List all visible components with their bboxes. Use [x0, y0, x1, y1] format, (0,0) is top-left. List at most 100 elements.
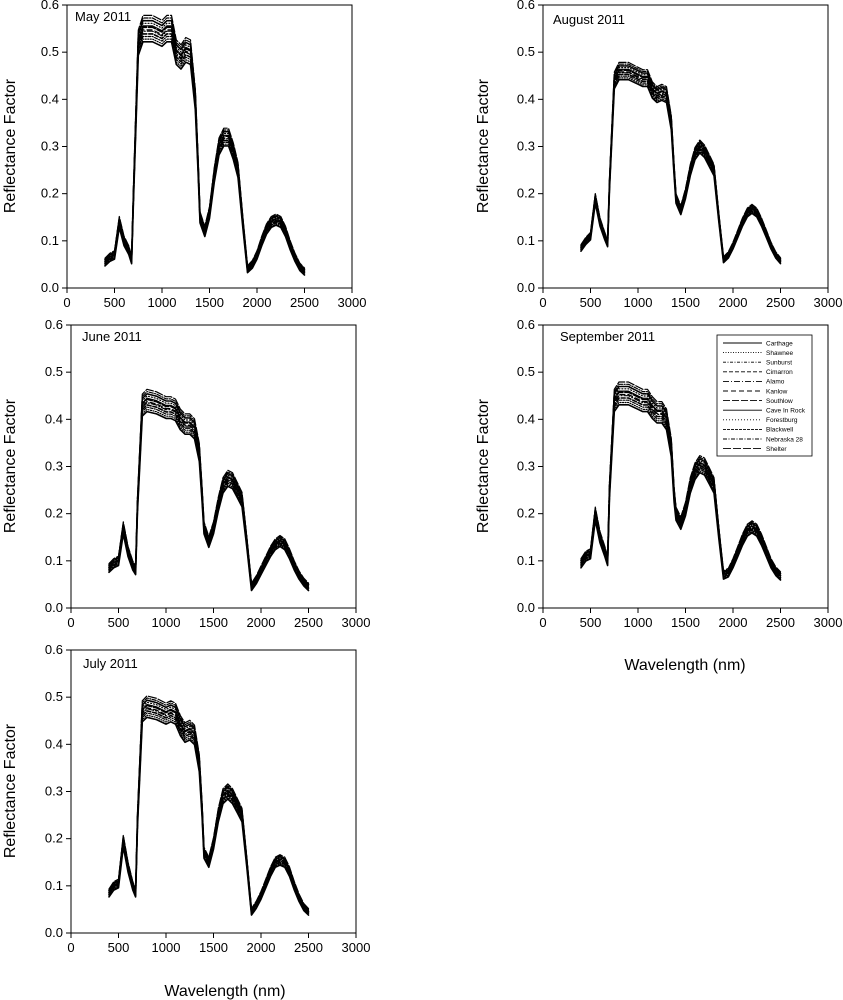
x-tick-label: 0 — [67, 940, 74, 955]
y-tick-label: 0.1 — [45, 553, 63, 568]
chart-september-2011: September 2011 Reflectance Factor Wavele… — [475, 317, 842, 674]
spectra-series — [108, 695, 310, 916]
x-tick-label: 1000 — [624, 295, 653, 310]
x-tick-label: 2500 — [290, 295, 319, 310]
legend-label: Alamo — [766, 379, 785, 386]
legend-label: Cave In Rock — [766, 408, 806, 415]
legend-label: Sunburst — [766, 360, 792, 367]
x-tick-label: 2000 — [247, 615, 276, 630]
spectrum-line — [108, 388, 310, 584]
x-tick-label: 1500 — [199, 615, 228, 630]
x-tick-label: 2500 — [294, 940, 323, 955]
legend-label: Blackwell — [766, 427, 794, 434]
axis-ticks: 0 500 1000 1500 2000 2500 3000 0.0 0.1 0.2 0.3 0.4 0… — [41, 0, 367, 310]
y-tick-label: 0.1 — [517, 553, 535, 568]
panel-title: September 2011 — [560, 329, 655, 344]
y-tick-label: 0.6 — [517, 317, 535, 332]
y-axis-label: Reflectance Factor — [2, 723, 19, 858]
x-tick-label: 2000 — [719, 615, 748, 630]
chart-june-2011: June 2011 Reflectance Factor 0 500 1000 150… — [2, 317, 370, 630]
y-tick-label: 0.4 — [41, 91, 59, 106]
y-tick-label: 0.2 — [517, 186, 535, 201]
x-tick-label: 0 — [539, 295, 546, 310]
chart-may-2011: May 2011 Reflectance Factor 0 500 1000 1500… — [2, 0, 366, 310]
x-tick-label: 2500 — [766, 295, 795, 310]
y-tick-label: 0.5 — [517, 44, 535, 59]
y-tick-label: 0.6 — [45, 317, 63, 332]
y-tick-label: 0.2 — [517, 506, 535, 521]
axis-ticks: 0 500 1000 1500 2000 2500 3000 0.0 0.1 0.2 0.3 0.4 0… — [517, 0, 843, 310]
spectrum-line — [108, 393, 310, 586]
legend-box — [716, 334, 813, 457]
y-tick-label: 0.5 — [517, 364, 535, 379]
spectrum-line — [108, 695, 310, 910]
spectrum-line — [104, 33, 306, 274]
x-tick-label: 1000 — [152, 940, 181, 955]
x-tick-label: 3000 — [342, 940, 371, 955]
plot-frame — [66, 4, 353, 289]
y-tick-label: 0.1 — [517, 233, 535, 248]
legend-label: Forestburg — [766, 417, 798, 424]
x-tick-label: 2500 — [294, 615, 323, 630]
x-tick-label: 1500 — [671, 615, 700, 630]
axis-ticks: 0 500 1000 1500 2000 2500 3000 0.0 0.1 0.2 0.3 0.4 0… — [517, 317, 843, 630]
y-axis-label: Reflectance Factor — [475, 398, 492, 533]
x-tick-label: 3000 — [814, 295, 843, 310]
y-axis-label: Reflectance Factor — [2, 78, 19, 213]
spectrum-line — [108, 714, 310, 915]
spectra-series — [108, 388, 310, 592]
spectra-series — [580, 381, 782, 581]
legend-label: Shelter — [766, 446, 787, 453]
spectrum-line — [580, 71, 782, 262]
spectrum-line — [580, 381, 782, 573]
x-axis-label: Wavelength (nm) — [624, 657, 745, 674]
x-tick-label: 1500 — [671, 295, 700, 310]
x-tick-label: 500 — [580, 615, 602, 630]
x-tick-label: 1500 — [195, 295, 224, 310]
x-tick-label: 2000 — [247, 940, 276, 955]
spectrum-line — [108, 716, 310, 916]
legend-entries: Carthage Shawnee Sunburst Cimarron Alamo Kanl… — [723, 340, 806, 453]
x-tick-label: 1000 — [148, 295, 177, 310]
y-tick-label: 0.5 — [45, 364, 63, 379]
y-axis-label: Reflectance Factor — [475, 78, 492, 213]
panel-title: May 2011 — [75, 9, 131, 24]
y-tick-label: 0.0 — [45, 925, 63, 940]
spectra-series — [104, 14, 306, 276]
panel-title: August 2011 — [553, 12, 625, 27]
spectrum-line — [580, 61, 782, 259]
y-tick-label: 0.6 — [41, 0, 59, 12]
y-tick-label: 0.4 — [517, 411, 535, 426]
spectrum-line — [580, 383, 782, 574]
panel-title: June 2011 — [82, 329, 142, 344]
y-tick-label: 0.3 — [45, 459, 63, 474]
x-tick-label: 3000 — [342, 615, 371, 630]
y-tick-label: 0.6 — [45, 642, 63, 657]
x-tick-label: 1000 — [152, 615, 181, 630]
chart-august-2011: August 2011 Reflectance Factor 0 500 1000 1… — [475, 0, 842, 310]
axis-ticks: 0 500 1000 1500 2000 2500 3000 0.0 0.1 0.2 0.3 0.4 0… — [45, 317, 371, 630]
spectrum-line — [108, 707, 310, 913]
legend-label: Carthage — [766, 340, 793, 347]
y-tick-label: 0.3 — [517, 459, 535, 474]
panel-title: July 2011 — [83, 656, 138, 671]
y-tick-label: 0.2 — [41, 186, 59, 201]
x-tick-label: 2500 — [766, 615, 795, 630]
y-tick-label: 0.3 — [41, 139, 59, 154]
spectra-series — [580, 61, 782, 265]
legend-label: Shawnee — [766, 350, 793, 357]
spectrum-line — [108, 410, 310, 592]
x-tick-label: 0 — [539, 615, 546, 630]
x-tick-label: 3000 — [814, 615, 843, 630]
spectrum-line — [580, 77, 782, 264]
legend: Carthage Shawnee Sunburst Cimarron Alamo Kanl… — [716, 334, 813, 457]
x-tick-label: 500 — [580, 295, 602, 310]
axis-ticks: 0 500 1000 1500 2000 2500 3000 0.0 0.1 0.2 0.3 0.4 0… — [45, 642, 371, 955]
y-tick-label: 0.2 — [45, 831, 63, 846]
spectrum-line — [104, 14, 306, 269]
y-tick-label: 0.4 — [45, 736, 63, 751]
y-tick-label: 0.3 — [517, 139, 535, 154]
y-tick-label: 0.0 — [517, 600, 535, 615]
legend-label: Kanlow — [766, 388, 788, 395]
